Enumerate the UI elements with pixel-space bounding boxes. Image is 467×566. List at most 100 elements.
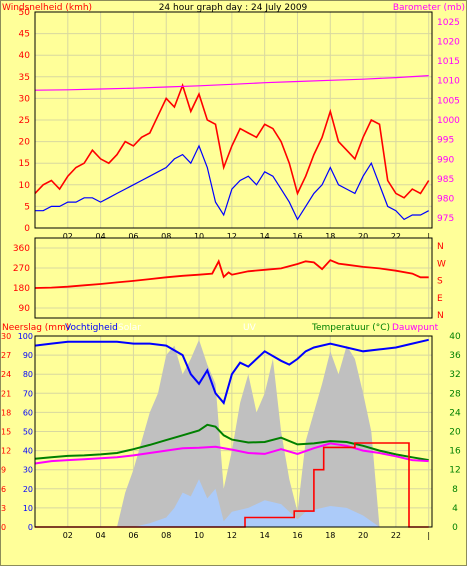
y-tick-label: 30 (19, 94, 31, 104)
compass-label: E (437, 294, 443, 304)
x-tick-label: 18 (325, 531, 335, 540)
series-line-barometer (34, 75, 429, 91)
x-tick-label: 20 (358, 232, 368, 241)
rain-tick-label: 3 (1, 504, 6, 513)
y-tick-label: 25 (19, 116, 30, 126)
y-right-tick-label: 1015 (437, 57, 460, 67)
rain-tick-label: 24 (1, 370, 11, 379)
x-tick-label: 10 (194, 531, 204, 540)
humidity-tick-label: 100 (18, 332, 33, 341)
x-tick-label: | (427, 531, 430, 540)
y-tick-label: 10 (19, 181, 31, 191)
x-tick-label: 14 (260, 531, 270, 540)
y-right-tick-label: 24 (449, 408, 461, 418)
x-tick-label: 04 (96, 232, 106, 241)
humidity-axis-title: Vochtigheid (65, 323, 118, 333)
y-tick-label: 35 (19, 73, 30, 83)
y-tick-label: 5 (24, 202, 30, 212)
y-right-tick-label: 4 (452, 504, 458, 514)
humidity-tick-label: 50 (23, 428, 33, 437)
y-tick-label: 270 (13, 264, 30, 274)
area-uv (133, 479, 380, 527)
chart-title: 24 hour graph day : 24 July 2009 (159, 3, 308, 13)
y-right-tick-label: 1000 (437, 116, 460, 126)
y-right-tick-label: 1025 (437, 18, 460, 28)
x-tick-label: 10 (194, 232, 204, 241)
y-right-tick-label: 40 (449, 332, 461, 342)
compass-label: W (437, 259, 446, 269)
x-tick-label: | (427, 232, 430, 241)
y-tick-label: 20 (19, 138, 31, 148)
rain-tick-label: 0 (1, 523, 6, 532)
legend-dewpoint: Dauwpunt (392, 323, 439, 333)
y-right-tick-label: 8 (452, 485, 458, 495)
y-right-tick-label: 36 (449, 351, 461, 361)
series-line-vochtigheid (34, 338, 429, 405)
y-right-tick-label: 16 (449, 447, 461, 457)
x-tick-label: 16 (292, 531, 302, 540)
y-right-tick-label: 975 (437, 214, 454, 224)
compass-label: S (437, 277, 443, 287)
y-tick-label: 180 (13, 284, 30, 294)
y-right-tick-label: 32 (449, 370, 460, 380)
rain-tick-label: 6 (1, 485, 6, 494)
humidity-tick-label: 70 (23, 389, 33, 398)
rain-tick-label: 12 (1, 447, 11, 456)
plot-area-direction (35, 238, 432, 318)
rain-tick-label: 15 (1, 428, 11, 437)
legend-solar: Solar (118, 323, 141, 333)
x-tick-label: 12 (227, 531, 237, 540)
x-tick-label: 14 (260, 232, 270, 241)
y-right-tick-label: 1010 (437, 77, 460, 87)
humidity-tick-label: 20 (23, 485, 33, 494)
right-axis-title: Barometer (mb) (393, 3, 465, 13)
y-right-tick-label: 20 (449, 428, 461, 438)
y-tick-label: 40 (19, 51, 31, 61)
legend-uv: UV (243, 323, 257, 333)
y-tick-label: 50 (19, 8, 31, 18)
compass-label: N (437, 242, 444, 252)
rain-tick-label: 30 (1, 332, 11, 341)
humidity-tick-label: 10 (23, 504, 33, 513)
series-line-direction (34, 258, 429, 289)
x-tick-label: 22 (391, 531, 401, 540)
x-tick-label: 12 (227, 232, 237, 241)
plot-border-weather (34, 335, 433, 528)
legend-temperature: Temperatuur (°C) (311, 323, 390, 333)
rain-tick-label: 9 (1, 466, 6, 475)
humidity-tick-label: 0 (28, 523, 33, 532)
plot-border-wind (34, 11, 433, 229)
x-tick-label: 08 (161, 531, 171, 540)
rain-tick-label: 21 (1, 389, 11, 398)
y-right-tick-label: 990 (437, 155, 454, 165)
series-line-dauwpunt (34, 442, 429, 465)
x-tick-label: 16 (292, 232, 302, 241)
x-tick-label: 22 (391, 232, 401, 241)
y-right-tick-label: 12 (449, 466, 460, 476)
humidity-tick-label: 80 (23, 370, 33, 379)
series-line-windsnelheid (35, 144, 429, 221)
plot-border-direction (34, 237, 433, 319)
y-tick-label: 45 (19, 30, 30, 40)
y-tick-label: 0 (24, 224, 30, 234)
x-tick-label: 04 (96, 531, 106, 540)
left-axis-title: Windsnelheid (kmh) (2, 3, 92, 13)
y-right-tick-label: 28 (449, 389, 461, 399)
x-tick-label: 02 (63, 531, 73, 540)
x-tick-label: 18 (325, 232, 335, 241)
y-right-tick-label: 1005 (437, 96, 460, 106)
y-right-tick-label: 980 (437, 195, 454, 205)
series-line-windstoten (34, 82, 430, 199)
compass-label: N (437, 311, 444, 321)
humidity-tick-label: 90 (23, 351, 33, 360)
y-tick-label: 90 (19, 304, 31, 314)
rain-axis-title: Neerslag (mm) (2, 323, 69, 333)
rain-tick-label: 18 (1, 408, 11, 417)
y-right-tick-label: 0 (452, 523, 458, 533)
series-line-temperatuur-c (34, 423, 429, 462)
x-tick-label: 06 (128, 232, 138, 241)
humidity-tick-label: 30 (23, 466, 33, 475)
y-tick-label: 360 (13, 244, 30, 254)
y-right-tick-label: 1020 (437, 37, 460, 47)
